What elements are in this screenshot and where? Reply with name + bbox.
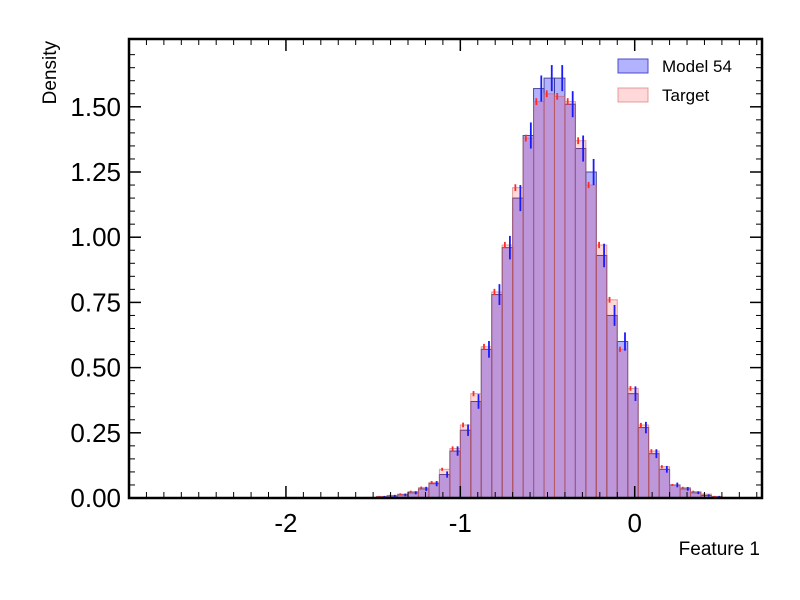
target-bar [438,468,451,499]
target-bar [449,447,461,499]
target-bar [459,424,472,499]
target-bar [669,484,681,499]
y-tick-label: 1.50 [70,92,121,122]
target-bar [428,481,440,499]
y-tick-label: 1.25 [70,157,121,187]
target-bar [522,137,535,499]
legend-swatch-model-54 [617,58,649,74]
target-bar [480,346,493,499]
x-tick-label: -2 [274,508,297,538]
target-bar [616,348,629,499]
target-bar [564,101,576,499]
target-bar [491,291,503,499]
target-bar [501,244,514,499]
axis-ticks [128,39,762,499]
target-bar [585,184,597,499]
target-bar [648,450,660,499]
legend: Model 54 Target [617,57,732,105]
x-axis-label: Feature 1 [679,539,760,560]
target-bar [512,187,524,499]
y-tick-label: 1.00 [70,222,121,252]
target-bar [417,487,430,499]
target-bar [574,140,587,499]
target-bar [470,393,482,499]
y-tick-label: 0.00 [70,483,121,513]
y-tick-label: 0.75 [70,287,121,317]
target-bar [606,299,618,499]
error-bars [378,65,741,498]
legend-label-target: Target [662,86,710,105]
legend-label-model-54: Model 54 [662,57,732,76]
target-bar [533,101,545,499]
plot-frame [127,37,764,500]
target-bar [543,93,555,499]
target-bars [365,93,744,499]
target-bar [658,466,671,499]
y-axis-label: Density [40,41,61,105]
x-tick-label: 0 [627,508,641,538]
legend-swatch-target [617,87,649,103]
target-bar [595,244,608,499]
target-bar [627,387,639,499]
target-bar [679,487,692,499]
target-bar [637,424,650,499]
tick-labels: -2 -1 0 0.00 0.25 0.50 0.75 1.00 1.25 1.50 [70,92,642,538]
target-bar [553,95,566,499]
x-tick-label: -1 [449,508,472,538]
model-54-bars [365,77,744,499]
y-tick-label: 0.50 [70,353,121,383]
y-tick-label: 0.25 [70,418,121,448]
